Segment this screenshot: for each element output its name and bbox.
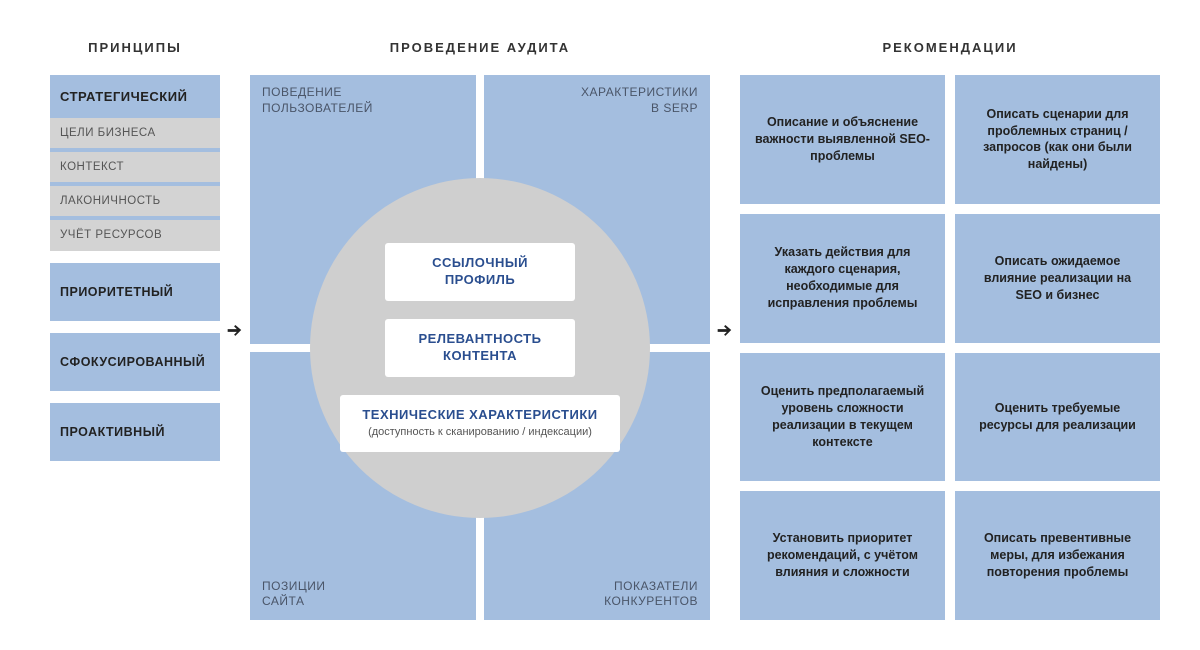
strategic-item: ЦЕЛИ БИЗНЕСА — [50, 118, 220, 152]
recommendations-header: РЕКОМЕНДАЦИИ — [740, 40, 1160, 55]
recommendations-column: РЕКОМЕНДАЦИИ Описание и объяснение важно… — [740, 40, 1160, 620]
audit-circle: ССЫЛОЧНЫЙПРОФИЛЬ РЕЛЕВАНТНОСТЬКОНТЕНТА Т… — [310, 178, 650, 518]
pill-technical-sub: (доступность к сканированию / индексации… — [362, 426, 598, 440]
principles-header: ПРИНЦИПЫ — [50, 40, 220, 55]
recommendations-grid: Описание и объяснение важности выявленно… — [740, 75, 1160, 620]
principle-proactive: ПРОАКТИВНЫЙ — [50, 403, 220, 461]
rec-cell: Установить приоритет рекомендаций, с учё… — [740, 491, 945, 620]
principle-focused: СФОКУСИРОВАННЫЙ — [50, 333, 220, 391]
pill-links-title: ССЫЛОЧНЫЙПРОФИЛЬ — [407, 255, 553, 289]
rec-cell: Описать превентивные меры, для избежания… — [955, 491, 1160, 620]
rec-cell: Описание и объяснение важности выявленно… — [740, 75, 945, 204]
diagram-container: ПРИНЦИПЫ СТРАТЕГИЧЕСКИЙ ЦЕЛИ БИЗНЕСА КОН… — [50, 40, 1150, 620]
quadrant-tr-label: ХАРАКТЕРИСТИКИВ SERP — [581, 85, 698, 116]
principle-priority: ПРИОРИТЕТНЫЙ — [50, 263, 220, 321]
rec-cell: Указать действия для каждого сценария, н… — [740, 214, 945, 343]
principles-column: ПРИНЦИПЫ СТРАТЕГИЧЕСКИЙ ЦЕЛИ БИЗНЕСА КОН… — [50, 40, 220, 620]
rec-cell: Оценить предполагаемый уровень сложности… — [740, 353, 945, 482]
quadrant-bl-label: ПОЗИЦИИСАЙТА — [262, 579, 325, 610]
quadrant-tl-label: ПОВЕДЕНИЕПОЛЬЗОВАТЕЛЕЙ — [262, 85, 373, 116]
rec-cell: Оценить требуемые ресурсы для реализации — [955, 353, 1160, 482]
strategic-item: УЧЁТ РЕСУРСОВ — [50, 220, 220, 251]
audit-area: ПОВЕДЕНИЕПОЛЬЗОВАТЕЛЕЙ ХАРАКТЕРИСТИКИВ S… — [250, 75, 710, 620]
principles-stack: СТРАТЕГИЧЕСКИЙ ЦЕЛИ БИЗНЕСА КОНТЕКСТ ЛАК… — [50, 75, 220, 461]
arrow-1 — [220, 40, 250, 620]
pill-relevance-title: РЕЛЕВАНТНОСТЬКОНТЕНТА — [407, 331, 553, 365]
pill-technical: ТЕХНИЧЕСКИЕ ХАРАКТЕРИСТИКИ (доступность … — [340, 395, 620, 452]
strategic-item: ЛАКОНИЧНОСТЬ — [50, 186, 220, 220]
pill-links: ССЫЛОЧНЫЙПРОФИЛЬ — [385, 243, 575, 301]
pill-technical-title: ТЕХНИЧЕСКИЕ ХАРАКТЕРИСТИКИ — [362, 407, 598, 424]
arrow-2 — [710, 40, 740, 620]
audit-header: ПРОВЕДЕНИЕ АУДИТА — [250, 40, 710, 55]
strategic-items: ЦЕЛИ БИЗНЕСА КОНТЕКСТ ЛАКОНИЧНОСТЬ УЧЁТ … — [50, 118, 220, 251]
strategic-item: КОНТЕКСТ — [50, 152, 220, 186]
pill-relevance: РЕЛЕВАНТНОСТЬКОНТЕНТА — [385, 319, 575, 377]
strategic-box: СТРАТЕГИЧЕСКИЙ ЦЕЛИ БИЗНЕСА КОНТЕКСТ ЛАК… — [50, 75, 220, 251]
strategic-title: СТРАТЕГИЧЕСКИЙ — [50, 75, 220, 118]
rec-cell: Описать ожидаемое влияние реализации на … — [955, 214, 1160, 343]
arrow-right-icon — [714, 319, 736, 341]
audit-column: ПРОВЕДЕНИЕ АУДИТА ПОВЕДЕНИЕПОЛЬЗОВАТЕЛЕЙ… — [250, 40, 710, 620]
arrow-right-icon — [224, 319, 246, 341]
quadrant-br-label: ПОКАЗАТЕЛИКОНКУРЕНТОВ — [604, 579, 698, 610]
rec-cell: Описать сценарии для проблемных страниц … — [955, 75, 1160, 204]
